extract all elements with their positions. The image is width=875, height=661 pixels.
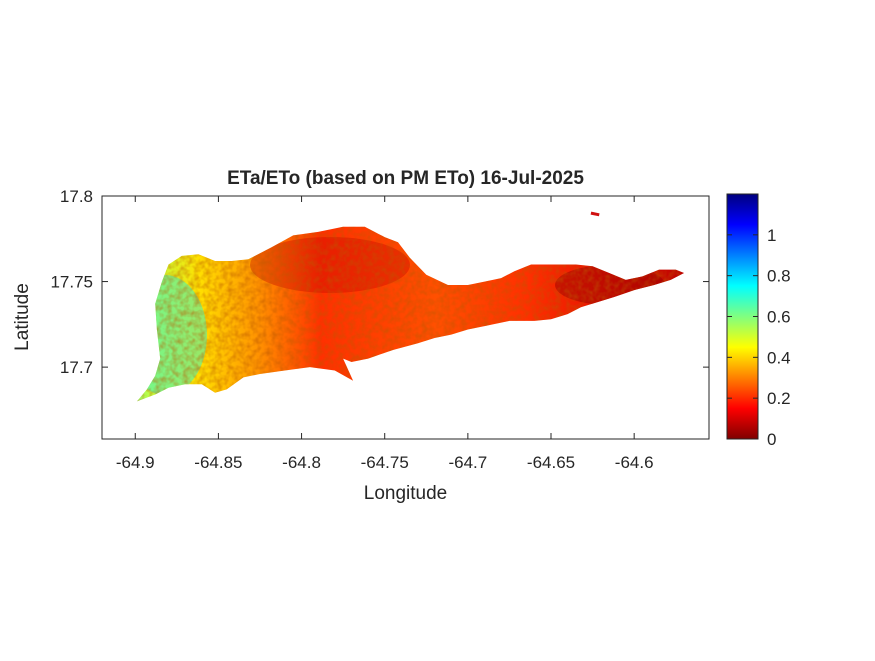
colorbar-tick-label: 0.2 bbox=[767, 389, 791, 408]
colorbar-tick-label: 0.6 bbox=[767, 308, 791, 327]
x-axis-label: Longitude bbox=[364, 483, 447, 504]
chart-title: ETa/ETo (based on PM ETo) 16-Jul-2025 bbox=[227, 168, 584, 189]
colorbar-ticks: 0 0.2 0.4 0.6 0.8 1 bbox=[727, 226, 791, 449]
y-tick-label: 17.8 bbox=[60, 187, 93, 206]
x-tick-label: -64.85 bbox=[194, 453, 242, 472]
islet-shape bbox=[590, 211, 600, 217]
colorbar-tick-label: 1 bbox=[767, 226, 776, 245]
axes-frame bbox=[101, 195, 710, 440]
y-tick-label: 17.7 bbox=[60, 358, 93, 377]
x-tick-label: -64.6 bbox=[615, 453, 654, 472]
x-axis-ticks: -64.9 -64.85 -64.8 -64.75 -64.7 -64.65 -64.6 bbox=[116, 196, 654, 472]
y-axis-label: Latitude bbox=[12, 283, 33, 351]
colorbar-tick-label: 0.8 bbox=[767, 267, 791, 286]
x-tick-label: -64.9 bbox=[116, 453, 155, 472]
x-tick-label: -64.7 bbox=[448, 453, 487, 472]
colorbar-tick-label: 0.4 bbox=[767, 348, 791, 367]
colorbar bbox=[726, 193, 759, 440]
x-tick-label: -64.75 bbox=[361, 453, 409, 472]
y-axis-ticks: 17.7 17.75 17.8 bbox=[50, 187, 709, 377]
colorbar-tick-label: 0 bbox=[767, 430, 776, 449]
x-tick-label: -64.65 bbox=[527, 453, 575, 472]
x-tick-label: -64.8 bbox=[282, 453, 321, 472]
y-tick-label: 17.75 bbox=[50, 273, 93, 292]
